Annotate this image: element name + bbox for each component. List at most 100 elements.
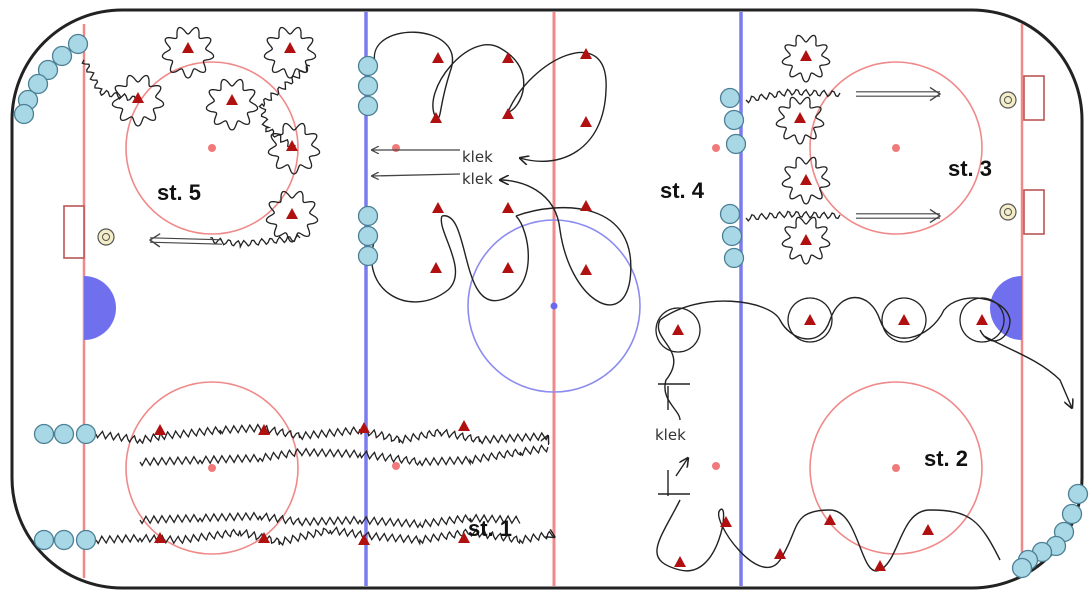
skate-with-puck-path <box>95 423 548 444</box>
skate-with-puck-path <box>745 210 841 222</box>
player-circle-icon <box>357 205 379 227</box>
cone-triangle-icon <box>804 314 816 325</box>
player-circle-icon <box>37 59 59 81</box>
goal-net-icon <box>1023 189 1045 235</box>
cone-triangle-icon <box>284 42 296 53</box>
player-circle-icon <box>357 75 379 97</box>
player-circle-icon <box>357 55 379 77</box>
player-circle-icon <box>13 103 35 125</box>
klek-label-top: klek <box>462 148 493 166</box>
skating-path <box>507 51 607 161</box>
pass-arrowhead <box>148 233 161 248</box>
right-goal-crease <box>990 276 1022 340</box>
cone-triangle-icon <box>580 116 592 127</box>
player-circle-icon <box>53 423 75 445</box>
center-dot <box>550 302 558 310</box>
skating-path <box>441 215 529 302</box>
cone-triangle-icon <box>874 560 886 571</box>
cone-triangle-icon <box>286 140 298 151</box>
cone-triangle-icon <box>800 50 812 61</box>
puck-icon <box>999 91 1017 109</box>
goal-net-icon <box>63 205 85 259</box>
cone-triangle-icon <box>502 108 514 119</box>
cone-triangle-icon <box>824 514 836 525</box>
left-goal-crease <box>84 276 116 340</box>
pass-line <box>149 241 222 245</box>
player-circle-icon <box>75 529 97 551</box>
neutral-dot <box>712 462 720 470</box>
cone-triangle-icon <box>182 42 194 53</box>
player-circle-icon <box>725 133 747 155</box>
tight-turn-loop <box>267 122 321 175</box>
skate-with-puck-path <box>745 88 841 104</box>
faceoff-circle-top-right <box>809 61 983 235</box>
faceoff-dot <box>892 144 900 152</box>
skating-path <box>432 44 525 119</box>
tight-turn-loop <box>161 26 215 79</box>
skate-with-puck-path <box>95 526 555 547</box>
faceoff-dot <box>892 464 900 472</box>
faceoff-dot <box>208 144 216 152</box>
center-circle <box>467 219 641 393</box>
cone-triangle-icon <box>358 534 370 545</box>
neutral-dot <box>392 144 400 152</box>
cone-triangle-icon <box>432 52 444 63</box>
cone-triangle-icon <box>794 112 806 123</box>
goal-net-icon <box>1023 75 1045 121</box>
cone-triangle-icon <box>154 532 166 543</box>
rink-boards <box>10 8 1084 590</box>
tight-turn-loop <box>265 190 319 243</box>
cone-triangle-icon <box>672 324 684 335</box>
tight-turn-loop <box>775 96 825 145</box>
cone-triangle-icon <box>286 208 298 219</box>
player-circle-icon <box>53 529 75 551</box>
skating-path <box>656 499 1001 572</box>
player-circle-icon <box>75 423 97 445</box>
skating-path <box>658 470 690 496</box>
cone-triangle-icon <box>580 264 592 275</box>
cone-triangle-icon <box>432 202 444 213</box>
cone-triangle-icon <box>132 92 144 103</box>
player-circle-icon <box>719 203 741 225</box>
skating-path <box>370 215 456 303</box>
cone-triangle-icon <box>258 532 270 543</box>
pass-arrowhead <box>929 86 942 102</box>
station-label-2: st. 2 <box>924 446 968 471</box>
pass-arrows <box>148 86 942 248</box>
player-circle-icon <box>1011 557 1033 579</box>
player-circle-icon <box>1061 503 1083 525</box>
cone-triangle-icon <box>430 112 442 123</box>
tight-turn-loop <box>959 297 1005 343</box>
cone-triangle-icon <box>580 200 592 211</box>
skating-path <box>373 31 454 119</box>
tight-turn-loop <box>781 216 831 265</box>
puck-icon <box>97 228 115 246</box>
faceoff-circle-bottom-left <box>125 381 299 555</box>
klek-label-right: klek <box>655 426 686 444</box>
player-circle-icon <box>721 225 743 247</box>
tight-turn-loop <box>111 74 165 127</box>
tight-turn-loop <box>655 307 701 353</box>
tight-turn-loop <box>781 156 831 205</box>
cone-triangle-icon <box>502 202 514 213</box>
skate-with-puck-path <box>210 234 301 250</box>
cones <box>132 42 988 571</box>
cone-triangle-icon <box>720 516 732 527</box>
cone-triangle-icon <box>430 262 442 273</box>
cone-triangle-icon <box>922 524 934 535</box>
skate-with-puck-path <box>139 444 549 467</box>
tight-turn-loop <box>205 78 259 131</box>
skating-path <box>675 458 688 477</box>
pass-line <box>150 237 223 241</box>
cone-triangle-icon <box>154 424 166 435</box>
puck-icon <box>999 203 1017 221</box>
cone-triangle-icon <box>502 52 514 63</box>
skating-path <box>657 296 1011 421</box>
player-circle-icon <box>357 225 379 247</box>
tight-turn-loop <box>787 297 833 343</box>
station-label-1: st. 1 <box>468 516 512 541</box>
player-circle-icon <box>51 45 73 67</box>
player-circle-icon <box>67 33 89 55</box>
player-circle-icon <box>33 423 55 445</box>
